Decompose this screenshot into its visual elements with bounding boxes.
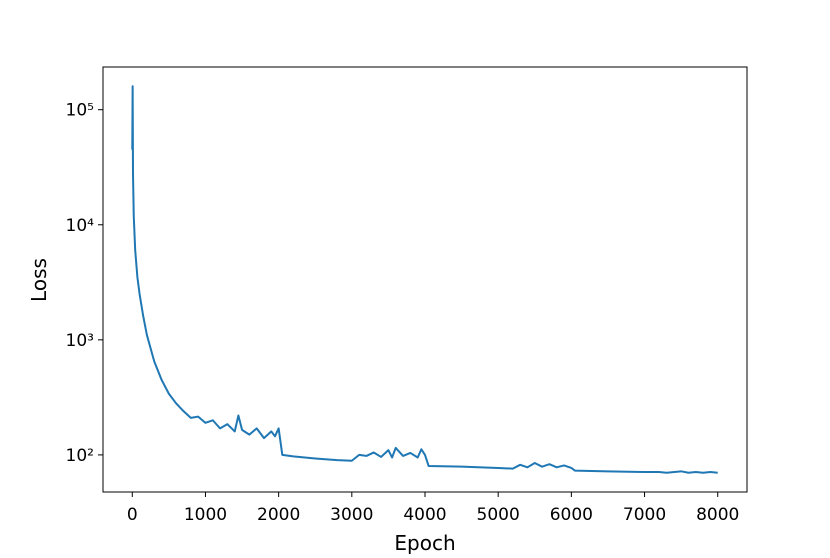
x-tick-label: 4000 xyxy=(403,505,446,525)
x-tick-label: 3000 xyxy=(330,505,373,525)
y-axis-label: Loss xyxy=(27,258,51,302)
y-tick-label: 10⁵ xyxy=(66,101,94,121)
x-tick-label: 0 xyxy=(127,505,138,525)
x-tick-label: 8000 xyxy=(696,505,739,525)
x-tick-label: 5000 xyxy=(477,505,520,525)
x-tick-label: 6000 xyxy=(550,505,593,525)
y-tick-label: 10² xyxy=(66,446,94,466)
x-tick-label: 1000 xyxy=(184,505,227,525)
y-tick-label: 10⁴ xyxy=(66,216,95,236)
x-axis-label: Epoch xyxy=(394,531,455,554)
x-tick-label: 2000 xyxy=(257,505,300,525)
x-tick-label: 7000 xyxy=(623,505,666,525)
loss-line xyxy=(131,85,718,474)
y-tick-label: 10³ xyxy=(66,331,94,351)
plot-frame xyxy=(102,66,748,493)
